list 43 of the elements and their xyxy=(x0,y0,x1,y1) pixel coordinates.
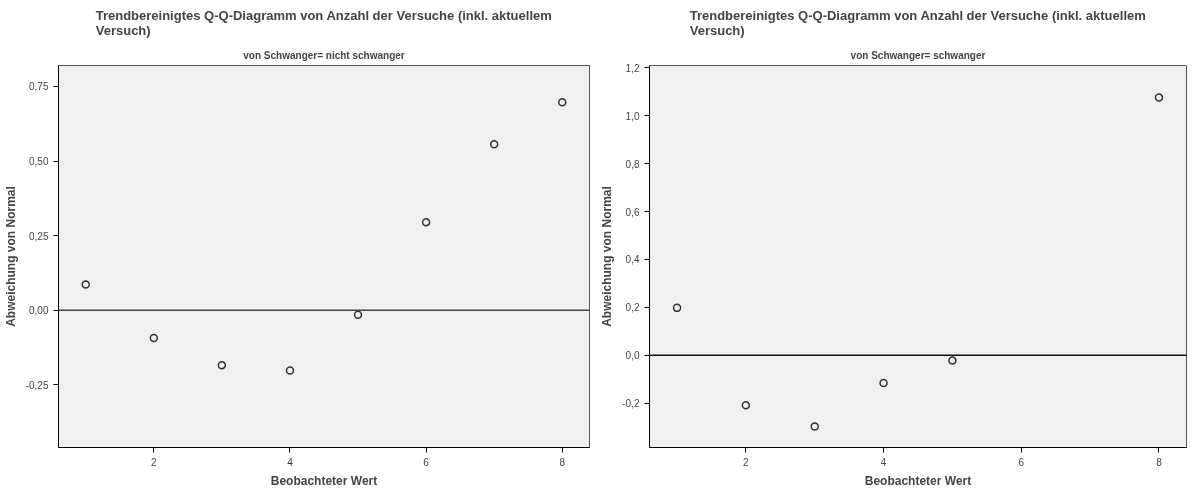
y-tick-label: 1,2 xyxy=(625,62,640,74)
y-tick-label: 0,2 xyxy=(625,302,640,314)
y-tick-label: 0,0 xyxy=(625,350,640,362)
y-tick-label: 0,50 xyxy=(29,156,49,167)
chart-title: Trendbereinigtes Q-Q-Diagramm von Anzahl der Versuche (inkl. aktuellem Versuch) xyxy=(689,7,1146,38)
x-tick-label: 2 xyxy=(743,456,750,468)
y-tick-label: 0,00 xyxy=(29,305,49,317)
point xyxy=(558,97,567,107)
chart-subtitle: von Schwanger= schwanger xyxy=(850,49,986,61)
x-tick-label: 8 xyxy=(559,456,566,468)
x-axis-title: Beobachteter Wert xyxy=(270,473,378,488)
y-axis-title: Abweichung von Normal xyxy=(600,186,615,327)
point xyxy=(879,378,888,388)
point xyxy=(285,366,295,375)
x-tick-label: 4 xyxy=(287,456,294,468)
y-tick-label: 0,25 xyxy=(29,230,49,242)
point xyxy=(81,280,90,289)
y-tick-label: 0,75 xyxy=(29,81,49,93)
point xyxy=(217,360,227,370)
x-tick-label: 6 xyxy=(423,456,430,468)
x-tick-label: 4 xyxy=(880,456,887,468)
chart-subtitle: von Schwanger= nicht schwanger xyxy=(243,49,405,61)
point xyxy=(1154,93,1164,102)
y-tick-label: 1,0 xyxy=(625,110,640,122)
point xyxy=(421,217,431,227)
y-tick-label: -0,2 xyxy=(622,398,640,410)
x-tick-label: 6 xyxy=(1018,456,1025,468)
point xyxy=(672,303,682,313)
point xyxy=(741,401,751,410)
point xyxy=(489,140,499,149)
x-axis-title: Beobachteter Wert xyxy=(864,473,972,488)
x-tick-label: 2 xyxy=(151,456,158,468)
x-tick-label: 8 xyxy=(1156,456,1163,468)
y-tick-label: -0,25 xyxy=(25,379,49,391)
y-axis-title: Abweichung von Normal xyxy=(3,186,18,327)
point xyxy=(810,422,819,431)
point xyxy=(149,333,159,343)
point xyxy=(948,356,957,365)
y-tick-label: 0,4 xyxy=(625,254,640,266)
point xyxy=(353,310,363,319)
y-tick-label: 0,8 xyxy=(625,158,640,170)
chart-title: Trendbereinigtes Q-Q-Diagramm von Anzahl der Versuche (inkl. aktuellem Versuch) xyxy=(95,7,552,38)
y-tick-label: 0,6 xyxy=(625,206,640,218)
